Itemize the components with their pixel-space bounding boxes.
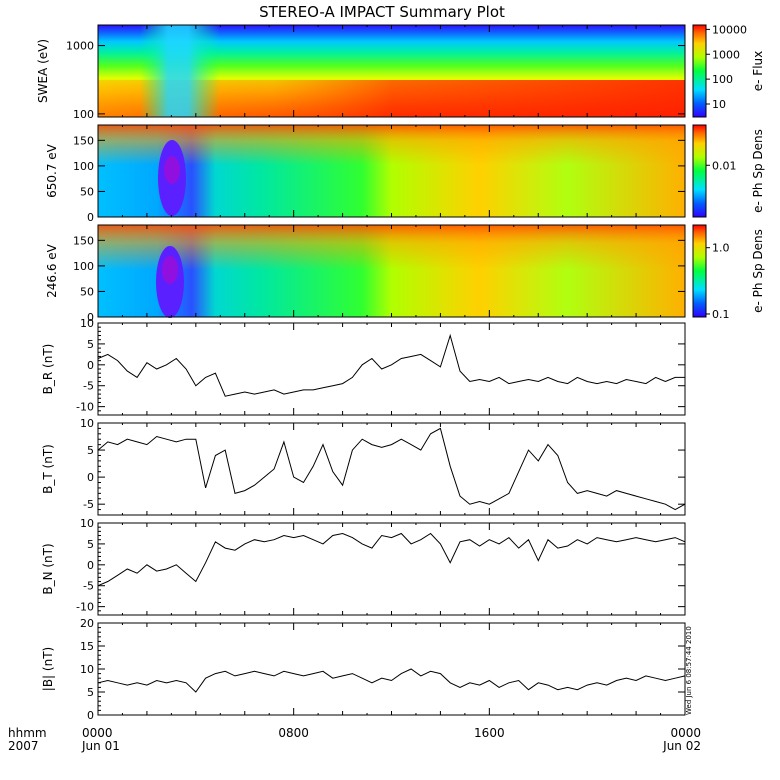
line-ytick-label: 15 [80,640,94,653]
br-yaxis: -10 -5 0 5 10 [76,317,685,416]
line-ytick-label: 0 [87,709,94,722]
line-ytick-label: 5 [87,538,94,551]
line-ytick-label: -10 [76,601,94,614]
line-ytick-label: -10 [76,401,94,414]
colorbar-tick-label: 10000 [712,23,747,36]
br-panel: -10 -5 0 5 10 B_R (nT) [41,317,686,416]
colorbar-tick-label: 10 [712,98,726,111]
line-ytick-label: 0 [87,471,94,484]
swea-ylabel: SWEA (eV) [36,39,50,103]
line-ytick-label: 5 [87,338,94,351]
pitch-angle-246-core [162,256,178,284]
bt-yaxis: -5 0 5 10 [80,417,685,516]
pitch-angle-650-colorbar-label: e- Ph Sp Dens [751,129,765,213]
line-ytick-label: -5 [83,580,94,593]
bmag-panel: 0 5 10 15 20 |B| (nT) [41,617,686,722]
spectrogram-ytick-label: 100 [73,108,94,121]
bt-trace [97,427,686,511]
line-ytick-label: 0 [87,359,94,372]
bn-yaxis: -10 -5 0 5 10 [76,517,685,616]
line-ytick-label: 5 [87,686,94,699]
spectrogram-ytick-label: 1000 [66,40,94,53]
plot-title: STEREO-A IMPACT Summary Plot [259,3,505,21]
pitch-angle-650-top-band [98,125,685,165]
line-ytick-label: 20 [80,617,94,630]
time-axis-corner-label-year: 2007 [8,739,39,753]
line-ytick-label: -5 [83,380,94,393]
swea-spectrogram-panel: 100 1000 SWEA (eV) 10 100 1000 10000 e- Flux [36,23,765,120]
bmag-trace [97,668,686,693]
pitch-angle-246-colorbar-label: e- Ph Sp Dens [751,229,765,313]
pitch-angle-246-colorbar-axis: 0.1 1.0 [706,242,730,321]
colorbar-tick-label: 1000 [712,48,740,61]
colorbar-tick-label: 0.1 [712,308,730,321]
bmag-ylabel: |B| (nT) [41,647,55,691]
bt-panel: -5 0 5 10 B_T (nT) [41,417,686,516]
time-tick-label: 1600 [474,726,505,740]
spectrogram-ytick-label: 100 [73,160,94,173]
colorbar-tick-label: 100 [712,73,733,86]
pitch-angle-246-top-band [98,225,685,270]
bt-panel-frame [97,422,686,516]
spectrogram-ytick-label: 50 [80,185,94,198]
spectrogram-ytick-label: 50 [80,285,94,298]
spectrogram-ytick-label: 150 [73,134,94,147]
spectrogram-ytick-label: 0 [87,311,94,324]
pitch-angle-246-ylabel: 246.6 eV [45,243,59,298]
swea-yaxis: 100 1000 [66,40,685,121]
pitch-angle-246-panel: 0 50 100 150 246.6 eV 0.1 1.0 e- Ph Sp Dens [45,224,765,324]
time-tick-date-label: Jun 01 [81,739,120,753]
pitch-angle-650-core [164,156,180,184]
spectrogram-ytick-label: 0 [87,211,94,224]
bmag-panel-frame [97,622,686,716]
time-tick-label: 0000 [670,726,701,740]
line-ytick-label: 10 [80,517,94,530]
bt-ylabel: B_T (nT) [41,444,55,494]
bn-panel: -10 -5 0 5 10 B_N (nT) [41,517,686,616]
spectrogram-ytick-label: 150 [73,234,94,247]
pitch-angle-650-colorbar-axis: 0.01 [706,159,737,172]
swea-dip-band [140,25,220,117]
time-tick-label: 0800 [278,726,309,740]
time-tick-date-label: Jun 02 [662,739,701,753]
time-axis-corner-label-hhmm: hhmm [8,726,47,740]
line-ytick-label: 0 [87,559,94,572]
br-trace [97,333,685,397]
spectrogram-ytick-label: 100 [73,260,94,273]
swea-colorbar [692,24,707,118]
pitch-angle-650-panel: 0 50 100 150 650.7 eV 0.01 e- Ph Sp Dens [45,124,765,224]
line-ytick-label: 10 [80,417,94,430]
bn-ylabel: B_N (nT) [41,543,55,594]
pitch-angle-246-yaxis: 0 50 100 150 [73,234,685,324]
bn-trace [97,532,686,587]
line-ytick-label: 5 [87,444,94,457]
bn-panel-frame [97,522,686,616]
run-timestamp: Wed Jun 6 08:57:44 2010 [685,626,693,715]
colorbar-tick-label: 1.0 [712,242,730,255]
bmag-yaxis: 0 5 10 15 20 [80,617,685,722]
line-ytick-label: 10 [80,663,94,676]
swea-colorbar-label: e- Flux [751,51,765,91]
pitch-angle-650-yaxis: 0 50 100 150 [73,134,685,224]
line-ytick-label: 10 [80,317,94,330]
time-tick-label: 0000 [82,726,113,740]
colorbar-tick-label: 0.01 [712,159,737,172]
swea-colorbar-axis: 10 100 1000 10000 [706,23,747,111]
pitch-angle-650-ylabel: 650.7 eV [45,143,59,198]
pitch-angle-246-colorbar [692,224,707,318]
pitch-angle-650-colorbar [692,124,707,218]
br-ylabel: B_R (nT) [41,344,55,395]
line-ytick-label: -5 [83,498,94,511]
